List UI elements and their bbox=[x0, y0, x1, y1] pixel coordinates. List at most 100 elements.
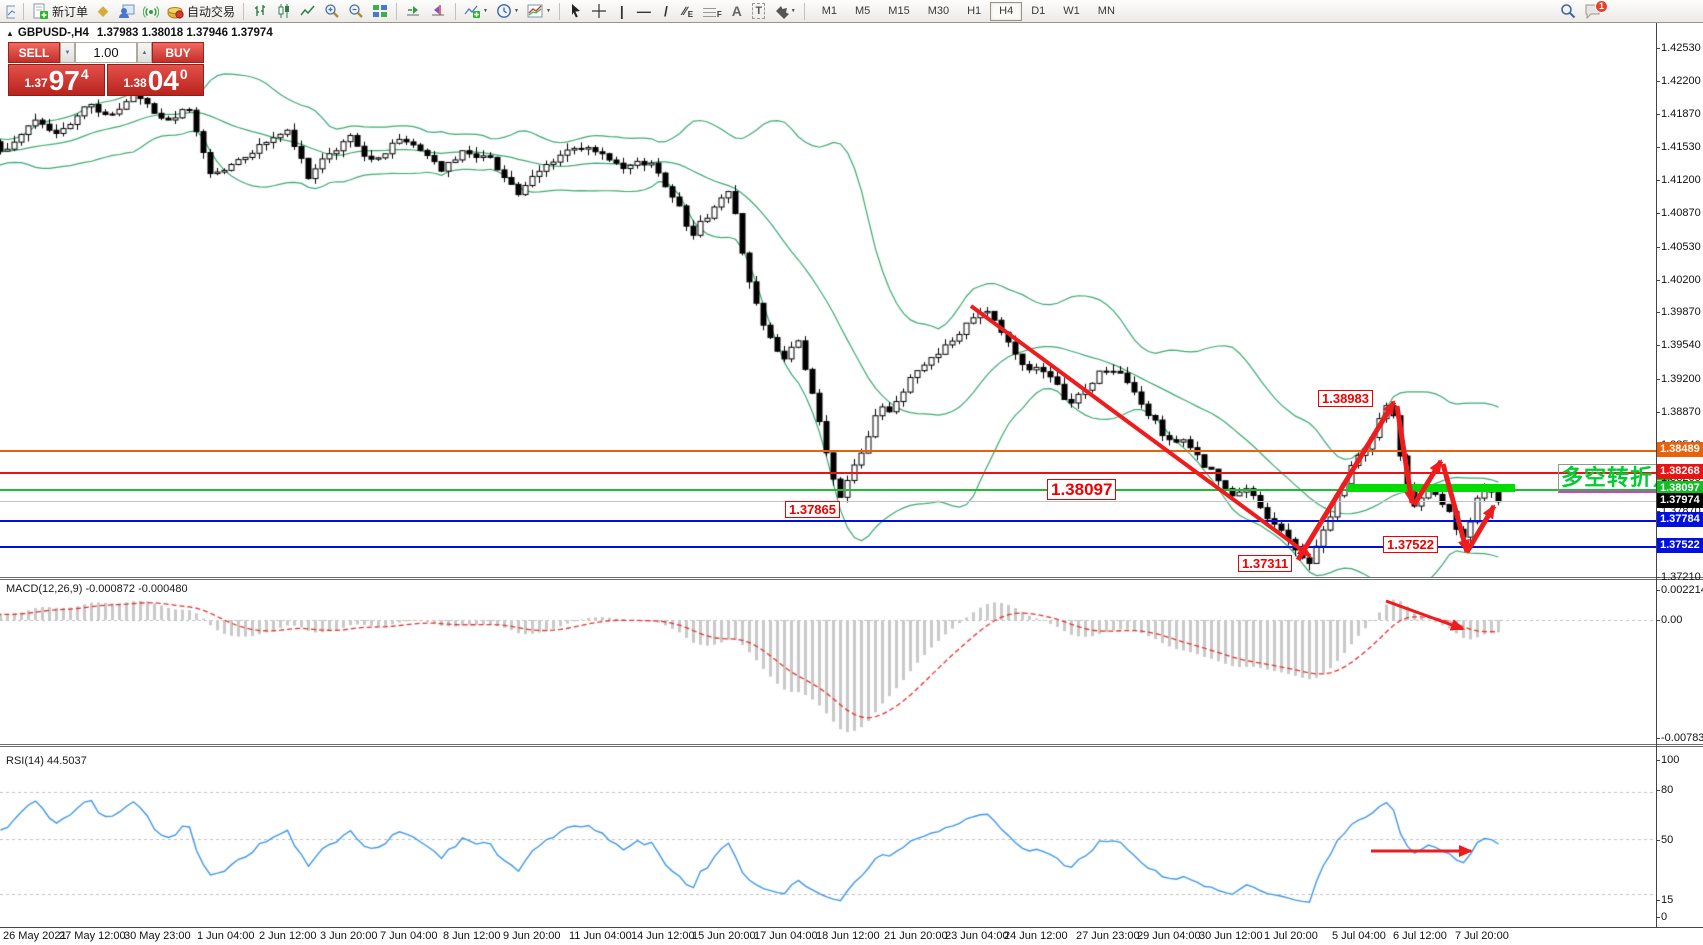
signal-button[interactable] bbox=[139, 1, 163, 22]
timeframe-button-W1[interactable]: W1 bbox=[1063, 5, 1080, 17]
arrows-tool-button[interactable]: ▼ bbox=[770, 1, 800, 22]
chart-shift-icon bbox=[430, 3, 447, 19]
rsi-axis-tick: 0 bbox=[1661, 911, 1668, 923]
buy-price-display[interactable]: 1.38 04 0 bbox=[107, 64, 204, 96]
macd-separator[interactable] bbox=[0, 577, 1703, 580]
chart-shift-button[interactable] bbox=[426, 1, 451, 22]
price-level-badge: 1.37522 bbox=[1657, 538, 1703, 553]
price-tick-mark bbox=[1656, 511, 1660, 512]
periods-button[interactable]: ▼ bbox=[492, 1, 523, 22]
timeframe-button-H1[interactable]: H1 bbox=[967, 5, 982, 17]
buy-button[interactable]: BUY bbox=[152, 42, 204, 63]
bar-chart-button[interactable] bbox=[248, 1, 272, 22]
cursor-button[interactable] bbox=[564, 1, 587, 22]
horizontal-line-1.37522[interactable] bbox=[0, 546, 1656, 548]
zoom-in-icon bbox=[324, 3, 340, 19]
fibonacci-button[interactable]: F bbox=[699, 1, 726, 22]
chart-cut-button[interactable] bbox=[2, 1, 19, 22]
text-tool-label: A bbox=[731, 3, 742, 19]
auto-scroll-button[interactable] bbox=[401, 1, 426, 22]
crosshair-button[interactable] bbox=[587, 1, 611, 22]
vertical-line-icon: | bbox=[619, 3, 624, 19]
text-label-button[interactable]: T bbox=[748, 1, 770, 22]
timeframe-button-D1[interactable]: D1 bbox=[1031, 5, 1046, 17]
sell-price-prefix: 1.37 bbox=[24, 76, 48, 90]
templates-button[interactable]: ▼ bbox=[523, 1, 555, 22]
horizontal-line-button[interactable]: — bbox=[633, 1, 655, 22]
indicators-button[interactable]: ▼ bbox=[460, 1, 492, 22]
new-order-label: 新订单 bbox=[52, 4, 89, 19]
volume-decrease-button[interactable]: ▼ bbox=[60, 42, 75, 63]
zoom-out-icon bbox=[348, 3, 364, 19]
arrows-tool-icon bbox=[774, 4, 789, 19]
rsi-axis-tick-mark bbox=[1656, 760, 1660, 761]
indicators-icon bbox=[464, 3, 481, 19]
tile-windows-button[interactable] bbox=[368, 1, 392, 22]
price-tick: 1.37210 bbox=[1661, 571, 1701, 583]
collapse-arrow-icon[interactable]: ▲ bbox=[6, 28, 14, 38]
rsi-indicator-pane[interactable] bbox=[0, 748, 1656, 927]
timeframe-button-M15[interactable]: M15 bbox=[888, 5, 910, 17]
volume-input[interactable]: 1.00 bbox=[75, 42, 137, 63]
horizontal-line-1.38268[interactable] bbox=[0, 472, 1656, 474]
symbols-button[interactable]: ◆ bbox=[92, 1, 114, 22]
text-tool-button[interactable]: A bbox=[726, 1, 748, 22]
price-tick: 1.39540 bbox=[1661, 339, 1701, 351]
timeframe-button-H4[interactable]: H4 bbox=[990, 1, 1023, 21]
new-order-icon bbox=[32, 3, 49, 20]
macd-axis-tick-mark bbox=[1656, 620, 1660, 621]
time-axis-label: 21 Jun 20:00 bbox=[884, 930, 948, 942]
cursor-icon bbox=[568, 3, 583, 19]
time-axis-label: 8 Jun 12:00 bbox=[443, 930, 501, 942]
horizontal-line-1.37784[interactable] bbox=[0, 520, 1656, 522]
indicators-caret-icon: ▼ bbox=[483, 8, 488, 14]
price-annotation-1.38097[interactable]: 1.38097 bbox=[1047, 479, 1117, 500]
time-axis-label: 17 Jun 04:00 bbox=[754, 930, 818, 942]
zoom-in-button[interactable] bbox=[320, 1, 344, 22]
autotrade-button[interactable]: 自动交易 bbox=[163, 1, 239, 22]
thick-green-level-bar[interactable] bbox=[1348, 484, 1515, 492]
time-axis-label: 15 Jun 20:00 bbox=[692, 930, 756, 942]
one-click-trading-panel: SELL ▼ 1.00 ▲ BUY 1.37 97 4 1.38 04 0 bbox=[8, 42, 204, 96]
sell-price-display[interactable]: 1.37 97 4 bbox=[8, 64, 105, 96]
rsi-axis-tick: 50 bbox=[1661, 834, 1674, 846]
timeframe-button-M1[interactable]: M1 bbox=[821, 5, 838, 17]
new-order-button[interactable]: 新订单 bbox=[28, 1, 92, 22]
price-tick-mark bbox=[1656, 345, 1660, 346]
timeframe-button-M30[interactable]: M30 bbox=[927, 5, 950, 17]
trendline-button[interactable]: / bbox=[655, 1, 677, 22]
channel-button[interactable]: ∕∕ E bbox=[677, 1, 699, 22]
timeframe-button-M5[interactable]: M5 bbox=[855, 5, 871, 17]
horizontal-line-1.38097[interactable] bbox=[0, 489, 1656, 491]
price-tick: 1.39200 bbox=[1661, 373, 1701, 385]
time-axis-label: 9 Jun 20:00 bbox=[503, 930, 561, 942]
line-chart-button[interactable] bbox=[296, 1, 320, 22]
ohlc-values: 1.37983 1.38018 1.37946 1.37974 bbox=[96, 27, 273, 39]
rsi-axis-tick-mark bbox=[1656, 790, 1660, 791]
zoom-out-button[interactable] bbox=[344, 1, 368, 22]
volume-increase-button[interactable]: ▲ bbox=[137, 42, 152, 63]
price-annotation-1.37865[interactable]: 1.37865 bbox=[785, 501, 840, 518]
price-tick: 1.42530 bbox=[1661, 42, 1701, 54]
price-level-badge: 1.38489 bbox=[1657, 442, 1703, 457]
market-watch-button[interactable] bbox=[114, 1, 139, 22]
chat-button[interactable]: 1 bbox=[1580, 0, 1608, 22]
time-axis-label: 23 Jun 04:00 bbox=[945, 930, 1009, 942]
main-price-chart[interactable] bbox=[0, 23, 1656, 578]
macd-indicator-pane[interactable] bbox=[0, 581, 1656, 744]
sell-button[interactable]: SELL bbox=[8, 42, 60, 63]
horizontal-line-1.38489[interactable] bbox=[0, 450, 1656, 452]
macd-axis-tick: 0.002214 bbox=[1661, 584, 1703, 596]
search-button[interactable] bbox=[1556, 1, 1580, 22]
buy-price-prefix: 1.38 bbox=[123, 76, 147, 90]
price-annotation-1.37522[interactable]: 1.37522 bbox=[1383, 536, 1438, 553]
vertical-line-button[interactable]: | bbox=[611, 1, 633, 22]
price-annotation-1.37311[interactable]: 1.37311 bbox=[1238, 555, 1293, 572]
price-annotation-1.38983[interactable]: 1.38983 bbox=[1318, 390, 1373, 407]
time-axis-label: 29 Jun 04:00 bbox=[1137, 930, 1201, 942]
periods-caret-icon: ▼ bbox=[513, 8, 519, 14]
timeframe-button-MN[interactable]: MN bbox=[1097, 5, 1115, 17]
candlestick-chart-button[interactable] bbox=[272, 1, 296, 22]
price-axis-border[interactable] bbox=[1656, 23, 1657, 927]
rsi-separator[interactable] bbox=[0, 744, 1703, 747]
